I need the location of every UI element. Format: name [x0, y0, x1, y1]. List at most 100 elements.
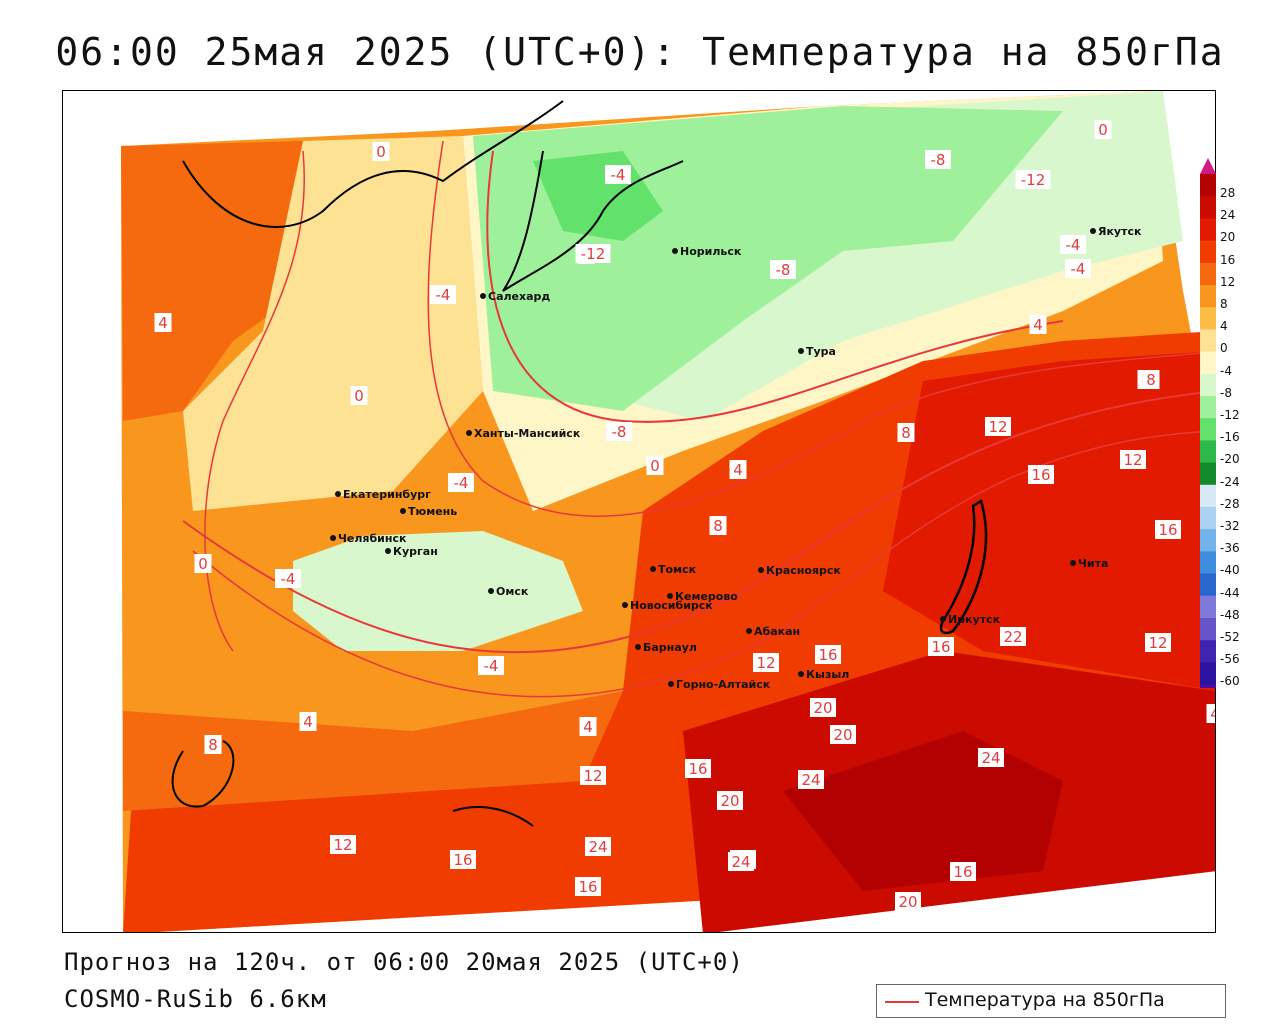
isotherm-label: 16 — [928, 637, 954, 656]
isotherm-label: 20 — [895, 892, 921, 911]
isotherm-label-text: 12 — [333, 836, 352, 854]
city-marker — [667, 593, 673, 599]
isotherm-label-text: 16 — [953, 863, 972, 881]
city-marker — [622, 602, 628, 608]
isotherm-label-bg — [709, 516, 727, 535]
isotherm-label-text: -4 — [611, 166, 626, 184]
isotherm-label: -12 — [575, 244, 611, 263]
scale-swatch — [1200, 218, 1216, 242]
isotherm-label-text: -12 — [581, 245, 606, 263]
isotherm-label: 16 — [1155, 520, 1181, 539]
scale-tick-label: -28 — [1220, 496, 1240, 511]
city-label: Барнаул — [643, 641, 697, 654]
isotherm-label: 0 — [1094, 120, 1112, 139]
band-hot-core — [783, 731, 1063, 891]
isotherm-label-bg — [1155, 520, 1181, 539]
isotherm-label-bg — [1206, 704, 1215, 723]
isotherm-label: 12 — [753, 653, 779, 672]
lake-baikal — [939, 499, 988, 635]
city-marker — [798, 348, 804, 354]
isotherm-label: 4 — [579, 717, 597, 736]
isotherm-line — [204, 150, 305, 652]
isotherm-label-bg — [372, 142, 390, 161]
isotherm-label-text: 20 — [813, 699, 832, 717]
isotherm-label-bg — [450, 850, 476, 869]
isotherm-label-text: 12 — [1148, 634, 1167, 652]
isotherm-label-bg — [605, 165, 631, 184]
isotherm-label-bg — [770, 260, 796, 279]
isotherm-label-bg — [728, 852, 754, 871]
scale-swatch — [1200, 484, 1216, 508]
scale-swatch — [1200, 307, 1216, 330]
isotherm-label: -4 — [448, 473, 474, 492]
scale-tick-label: -44 — [1220, 585, 1240, 600]
band-yellow-west — [183, 136, 483, 511]
city-label: Омск — [496, 585, 529, 598]
color-scale: 28 24 20 16 12 8 4 0 -4 -8 -12 -16 -20 -24 -28 -32 -36 -4… — [1198, 158, 1278, 723]
city-label: Новосибирск — [630, 599, 713, 612]
isotherm-label-text: 4 — [1210, 705, 1216, 723]
map-canvas: Салехард Норильск Якутск Тура Ханты-Мансийск… — [121, 91, 1216, 932]
scale-tick-label: -8 — [1220, 385, 1232, 400]
isotherm-label: -4 — [605, 165, 631, 184]
scale-swatch — [1200, 262, 1216, 286]
isotherm-label-text: 24 — [731, 853, 750, 871]
city-marker — [1090, 228, 1096, 234]
city-label: Челябинск — [338, 532, 407, 545]
isotherm-label: 20 — [717, 791, 743, 810]
scale-swatch — [1200, 285, 1216, 308]
isotherm-label: 16 — [575, 877, 601, 896]
scale-tick-label: -52 — [1220, 630, 1240, 644]
isotherm-label-text: -8 — [776, 261, 791, 279]
city-label: Абакан — [754, 625, 800, 638]
city-marker — [672, 248, 678, 254]
color-scale-bar — [1200, 158, 1216, 723]
model-line: COSMO-RuSib 6.6км — [64, 985, 327, 1013]
isotherm-label: 8 — [709, 516, 727, 535]
city-label: Норильск — [680, 245, 742, 258]
isotherm-label-text: 4 — [158, 314, 168, 332]
isotherm-label: 4 — [1206, 704, 1216, 723]
isotherm-label-text: 4 — [1033, 316, 1043, 334]
isotherm-label: -12 — [1015, 170, 1051, 189]
isotherm-label-text: -4 — [1071, 260, 1086, 278]
scale-swatch — [1200, 573, 1216, 597]
scale-swatch — [1200, 373, 1216, 397]
isotherm-label-layer: 0-8-4-122-8-40-44840-812121680481612-4-4… — [154, 120, 1216, 911]
city-label: Томск — [658, 563, 697, 576]
isotherm-label-bg — [1029, 315, 1047, 334]
isotherm-label-bg — [1145, 633, 1171, 652]
isotherm-label-text: -4 — [484, 657, 499, 675]
scale-swatch — [1200, 551, 1216, 575]
isotherm-label-text: 16 — [1158, 521, 1177, 539]
scale-swatch — [1200, 662, 1216, 686]
scale-swatch — [1200, 640, 1216, 663]
isotherm-label-text: 8 — [901, 424, 911, 442]
isotherm-label-bg — [606, 422, 632, 441]
isotherm-label-text: 16 — [818, 646, 837, 664]
isotherm-label-text: 16 — [1031, 466, 1050, 484]
legend-label: Температура на 850гПа — [925, 989, 1165, 1011]
isotherm-label-bg — [1028, 465, 1054, 484]
isotherm-label-text: 16 — [688, 760, 707, 778]
scale-tick-label: -60 — [1220, 674, 1240, 689]
isotherm-label-text: 0 — [198, 555, 208, 573]
scale-tick-label: -16 — [1220, 430, 1240, 445]
band-west-orange — [121, 141, 303, 421]
isotherm-label-bg — [798, 770, 824, 789]
city-marker — [400, 508, 406, 514]
city-marker — [746, 628, 752, 634]
scale-max-arrow — [1200, 158, 1216, 174]
caspian-coast — [171, 740, 235, 808]
isotherm-label-bg — [815, 645, 841, 664]
isotherm-label-bg — [579, 717, 597, 736]
isotherm-label-bg — [275, 569, 301, 588]
isotherm-label-bg — [350, 386, 368, 405]
isotherm-label-bg — [330, 835, 356, 854]
city-label: Екатеринбург — [343, 488, 431, 501]
scale-swatch — [1200, 329, 1216, 353]
isotherm-label-text: 0 — [354, 387, 364, 405]
city-marker — [650, 566, 656, 572]
isotherm-label-text: 12 — [756, 654, 775, 672]
chart-title: 06:00 25мая 2025 (UTC+0): Температура на… — [55, 30, 1225, 74]
